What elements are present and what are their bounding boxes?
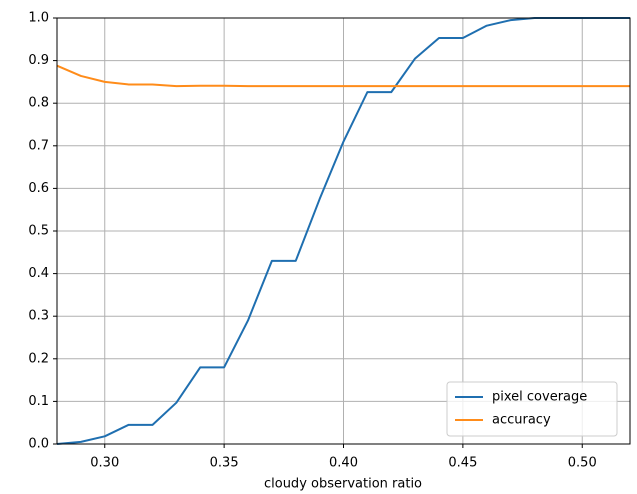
legend-box [446, 381, 618, 437]
y-tick-label: 0.2 [28, 351, 49, 366]
x-tick-label: 0.40 [329, 456, 358, 471]
x-tick-label: 0.35 [210, 456, 239, 471]
data-line [56, 64, 630, 88]
y-tick-label: 0.8 [28, 96, 49, 111]
x-axis-label: cloudy observation ratio [264, 477, 422, 492]
y-tick-label: 0.1 [28, 394, 49, 409]
plot-frame [56, 17, 631, 445]
legend: pixel coverage accuracy [446, 381, 618, 437]
y-tick-label: 0.3 [28, 309, 49, 324]
x-tick-label: 0.45 [448, 456, 477, 471]
y-tick-label: 0.6 [28, 181, 49, 196]
y-tick-label: 0.7 [28, 138, 49, 153]
legend-label: pixel coverage [492, 390, 587, 405]
y-tick-label: 0.4 [28, 266, 49, 281]
legend-label: accuracy [492, 413, 551, 428]
y-tick-label: 1.0 [28, 11, 49, 26]
y-tick-label: 0.0 [28, 437, 49, 452]
x-tick-label: 0.30 [90, 456, 119, 471]
y-tick-label: 0.9 [28, 53, 49, 68]
y-tick-label: 0.5 [28, 224, 49, 239]
x-tick-label: 0.50 [568, 456, 597, 471]
